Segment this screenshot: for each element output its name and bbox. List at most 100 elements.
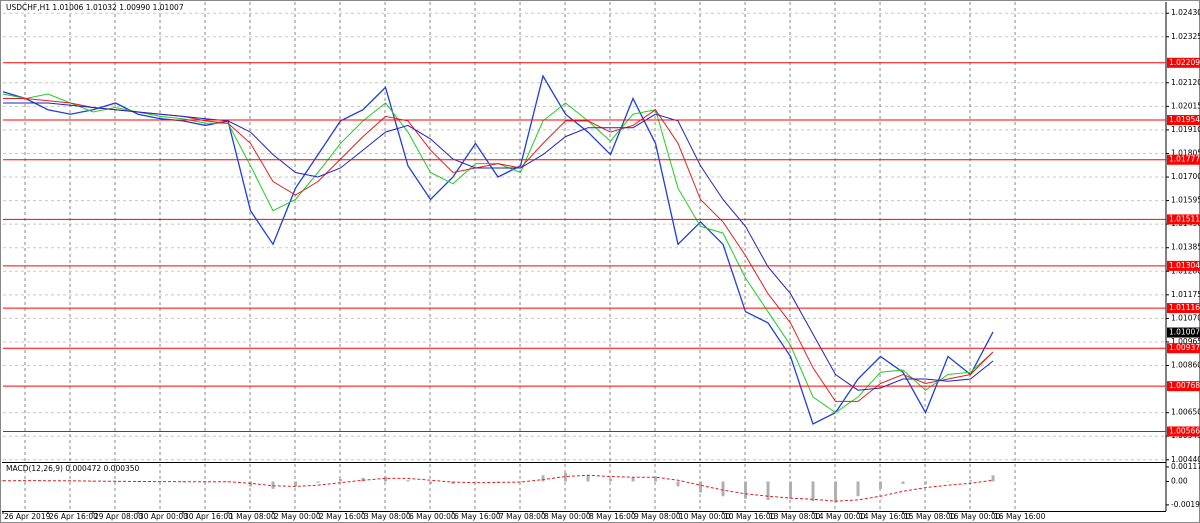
macd-bar [384,476,388,482]
level-label: 1.01954 [1169,115,1200,124]
time-label: 8 May 16:00 [589,512,636,521]
time-label: 6 May 16:00 [454,512,501,521]
macd-bar [91,481,95,482]
level-label-bg [1167,260,1200,271]
macd-bar [631,477,635,482]
macd-bar [969,480,973,482]
level-label-bg [1167,343,1200,354]
macd-bar [721,481,725,497]
macd-bar [69,481,73,482]
macd-bar [654,476,658,482]
price-tick-label: 1.02325 [1171,32,1200,41]
macd-bar [901,481,905,484]
time-label: 29 Apr 08:00 [94,512,143,521]
level-label: 1.02209 [1169,58,1200,67]
macd-bar [1,480,5,482]
time-label: 13 May 08:00 [769,512,821,521]
signal-line [2,474,994,502]
price-tick-label: 0.001179 [1171,462,1200,471]
macd-bar [249,481,253,487]
level-label-bg [1167,57,1200,68]
macd-bar [924,481,928,484]
time-label: 9 May 08:00 [634,512,681,521]
level-label-bg [1167,214,1200,225]
macd-bar [744,481,748,499]
time-label: 8 May 00:00 [544,512,591,521]
price-tick-label: 1.01595 [1171,196,1200,205]
macd-bar [699,481,703,493]
price-tick-label: 1.00650 [1171,408,1200,417]
time-label: 26 Apr 2019 [4,512,51,521]
macd-bar [541,475,545,482]
macd-bar [609,479,613,482]
macd-bar [24,480,28,482]
macd-bar [564,472,568,482]
macd-bar [879,481,883,489]
time-label: 16 May 16:00 [994,512,1046,521]
price-tick-label: 1.02120 [1171,78,1200,87]
time-label: 14 May 00:00 [814,512,866,521]
price-tick-label: -0.001902 [1171,500,1200,509]
price-tick-label: 1.02430 [1171,8,1200,17]
price-tick-label: 0.00 [1171,476,1188,485]
macd-bar [834,481,838,503]
macd-bar [991,475,995,482]
price-tick-label: 1.01070 [1171,313,1200,322]
time-label: 2 May 00:00 [274,512,321,521]
time-label: 30 Apr 16:00 [184,512,233,521]
macd-bar [856,481,860,497]
level-label: 1.01116 [1169,303,1200,312]
time-label: 30 Apr 00:00 [139,512,188,521]
macd-bar [519,481,523,482]
price-tick-label: 1.01700 [1171,172,1200,181]
macd-bar [586,475,590,482]
macd-bar [429,481,433,484]
level-label-bg [1167,426,1200,437]
price-tick-label: 1.00965 [1171,337,1200,346]
price-tick-label: 1.01385 [1171,243,1200,252]
time-label: 6 May 00:00 [409,512,456,521]
macd-bar [766,481,770,500]
price-line [2,74,994,425]
macd-bar [789,481,793,499]
time-label: 15 May 08:00 [904,512,956,521]
symbol-info: USDCHF,H1 1.01006 1.01032 1.00990 1.0100… [6,3,184,12]
current-price-bg [1167,327,1200,338]
time-label: 10 May 16:00 [724,512,776,521]
level-label: 1.00566 [1169,426,1200,435]
level-label-bg [1167,115,1200,126]
macd-bar [361,477,365,482]
current-price-label: 1.01007 [1169,328,1200,337]
price-tick-label: 1.01910 [1171,125,1200,134]
time-label: 7 May 08:00 [499,512,546,521]
level-label-bg [1167,381,1200,392]
time-label: 2 May 16:00 [319,512,366,521]
macd-bar [316,481,320,483]
macd-bar [676,481,680,487]
price-tick-label: 1.01175 [1171,290,1200,299]
macd-bar [451,481,455,484]
level-label: 1.00937 [1169,343,1200,352]
price-tick-label: 1.01805 [1171,148,1200,157]
time-label: 26 Apr 16:00 [49,512,98,521]
level-label-bg [1167,154,1200,165]
macd-bar [946,481,950,482]
price-tick-label: 1.00860 [1171,361,1200,370]
macd-bar [406,480,410,482]
price-tick-label: 1.00440 [1171,455,1200,464]
level-label: 1.01777 [1169,155,1200,164]
time-label: 10 May 00:00 [679,512,731,521]
time-label: 1 May 08:00 [229,512,276,521]
macd-info: MACD(12,26,9) 0.000472 0.000350 [6,464,140,473]
level-label: 1.00768 [1169,381,1200,390]
macd-bar [474,481,478,482]
time-label: 16 May 00:00 [949,512,1001,521]
price-line [3,102,994,391]
price-tick-label: 1.02015 [1171,101,1200,110]
macd-bar [811,481,815,502]
macd-bar [271,481,275,489]
time-label: 14 May 16:00 [859,512,911,521]
level-label: 1.01511 [1169,214,1200,223]
